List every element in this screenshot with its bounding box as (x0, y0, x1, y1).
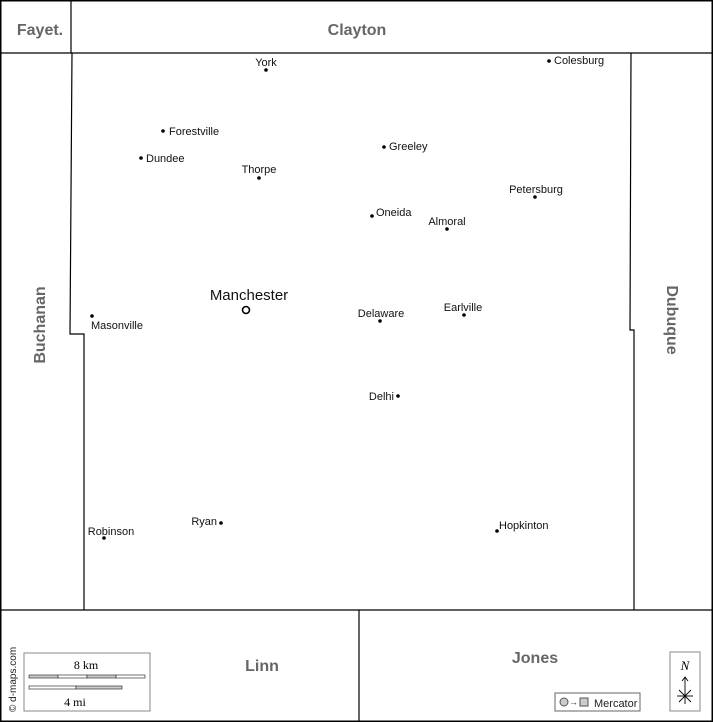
scale-mi-label: 4 mi (64, 695, 86, 709)
city-masonville: Masonville (90, 314, 143, 332)
city-label-manchester: Manchester (210, 287, 288, 304)
city-dot-icon (382, 145, 386, 149)
city-delaware: Delaware (358, 308, 404, 323)
label-clayton: Clayton (328, 22, 387, 39)
city-thorpe: Thorpe (242, 164, 277, 180)
projection-box: → Mercator (554, 692, 641, 712)
seat-marker-icon (241, 305, 251, 315)
credit: © d-maps.com (8, 647, 19, 712)
city-label: Dundee (146, 153, 185, 165)
city-label: Delhi (369, 391, 394, 403)
city-dot-icon (378, 319, 382, 323)
city-dot-icon (396, 394, 400, 398)
city-earlville: Earlville (444, 302, 483, 317)
scale-km-label: 8 km (74, 658, 99, 672)
city-dot-icon (462, 313, 466, 317)
city-label: Masonville (91, 320, 143, 332)
city-dot-icon (264, 68, 268, 72)
city-label: Robinson (88, 526, 134, 538)
projection-label: Mercator (594, 698, 638, 710)
city-label: Greeley (389, 141, 428, 153)
label-linn: Linn (245, 658, 279, 675)
city-almoral: Almoral (428, 216, 466, 231)
arrow-icon: → (569, 697, 578, 707)
county-seat: Manchester (210, 287, 288, 315)
city-delhi: Delhi (369, 391, 400, 403)
city-ryan: Ryan (191, 516, 223, 528)
city-robinson: Robinson (88, 526, 134, 540)
label-fayette: Fayet. (17, 22, 63, 39)
city-dot-icon (219, 521, 223, 525)
city-label: Delaware (358, 308, 404, 320)
city-label: Petersburg (509, 184, 563, 196)
city-dot-icon (90, 314, 94, 318)
city-dundee: Dundee (139, 153, 185, 165)
city-label: Hopkinton (499, 520, 549, 532)
city-dot-icon (445, 227, 449, 231)
city-forestville: Forestville (161, 126, 219, 138)
label-jones: Jones (512, 650, 558, 667)
globe-icon (559, 697, 569, 707)
border-east (629, 52, 635, 610)
city-hopkinton: Hopkinton (495, 520, 549, 533)
city-dot-icon (495, 529, 499, 533)
north-arrow: N (669, 651, 701, 712)
city-colesburg: Colesburg (547, 55, 604, 67)
city-label: Thorpe (242, 164, 277, 176)
city-label: Earlville (444, 302, 483, 314)
compass-icon (677, 676, 693, 704)
city-label: Colesburg (554, 55, 604, 67)
city-petersburg: Petersburg (509, 184, 563, 199)
label-buchanan: Buchanan (32, 286, 49, 363)
city-dot-icon (161, 129, 165, 133)
label-dubuque: Dubuque (663, 285, 680, 354)
city-dot-icon (370, 214, 374, 218)
city-dot-icon (102, 536, 106, 540)
city-oneida: Oneida (370, 207, 412, 219)
city-label: Almoral (428, 216, 465, 228)
city-greeley: Greeley (382, 141, 428, 153)
city-label: Oneida (376, 207, 412, 219)
city-label: Ryan (191, 516, 217, 528)
square-icon (579, 697, 589, 707)
cities: York Colesburg Forestville Dundee Greeley Tho… (88, 55, 604, 540)
city-york: York (255, 57, 277, 72)
city-dot-icon (257, 176, 261, 180)
city-label: Forestville (169, 126, 219, 138)
border-west (69, 52, 85, 610)
city-dot-icon (547, 59, 551, 63)
city-dot-icon (533, 195, 537, 199)
city-dot-icon (139, 156, 143, 160)
city-label: York (255, 57, 277, 69)
north-label: N (680, 658, 691, 673)
scale-bar: 8 km 4 mi (23, 652, 151, 712)
